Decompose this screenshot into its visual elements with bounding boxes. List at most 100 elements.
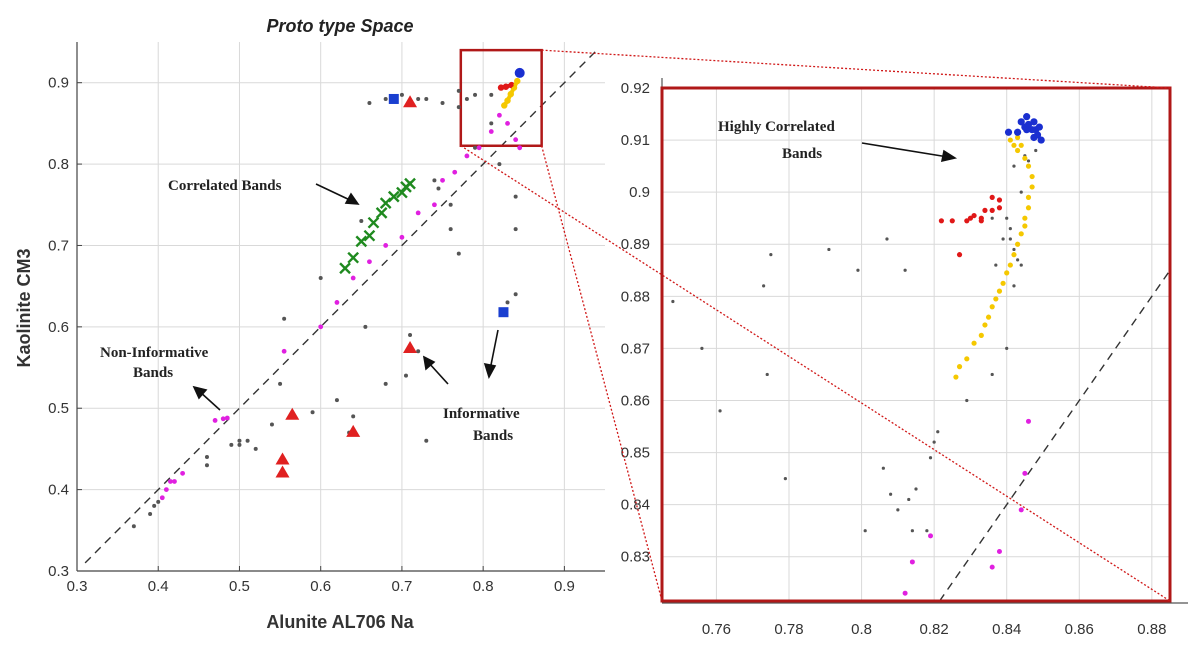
data-point	[827, 247, 831, 252]
data-point	[1022, 223, 1028, 229]
main-y-tick-label: 0.8	[48, 156, 69, 173]
main-x-tick-label: 0.5	[229, 578, 250, 595]
data-point	[440, 177, 445, 183]
main-y-tick-label: 0.7	[48, 237, 69, 254]
data-point	[1008, 237, 1012, 241]
data-point	[978, 332, 984, 338]
series-gray-bands	[131, 88, 518, 529]
data-point	[909, 559, 915, 565]
data-point	[765, 372, 769, 377]
zoom-y-tick-label: 0.88	[621, 288, 650, 305]
data-point	[1025, 205, 1032, 211]
data-point	[971, 340, 977, 346]
data-point-x	[339, 262, 351, 275]
zoom-y-tick-label: 0.85	[621, 445, 650, 462]
data-point	[1004, 270, 1010, 276]
data-point	[1016, 258, 1020, 262]
data-point	[910, 529, 914, 533]
data-point	[881, 466, 885, 470]
data-point	[224, 415, 230, 421]
data-point	[996, 205, 1003, 211]
arrow-highly-correlated	[861, 142, 949, 158]
arrow-informative-right	[489, 329, 499, 371]
yellow-cluster-streak	[502, 79, 520, 108]
data-point	[1007, 262, 1013, 268]
x-stroke	[339, 262, 351, 275]
data-point	[416, 349, 421, 354]
x-stroke	[404, 177, 416, 190]
annotation-highly-correlated-line1: Highly Correlated	[718, 119, 835, 135]
data-point	[159, 495, 165, 501]
data-point	[220, 416, 226, 422]
data-point	[1029, 184, 1035, 190]
data-point	[497, 162, 502, 167]
data-point	[436, 186, 441, 191]
annotation-highly-correlated-line2: Bands	[782, 146, 822, 162]
data-point-triangle	[403, 95, 418, 108]
data-point	[424, 96, 429, 101]
data-point	[452, 169, 458, 175]
data-point	[152, 503, 157, 508]
zoom-x-tick-label: 0.88	[1137, 621, 1166, 638]
data-point	[989, 564, 995, 570]
data-point	[476, 145, 482, 151]
zoom-x-tick-label: 0.86	[1065, 621, 1094, 638]
data-point	[902, 590, 908, 596]
connector-diagonal	[460, 145, 1171, 602]
data-point	[148, 512, 153, 517]
zoom-x-tick-label: 0.78	[774, 621, 803, 638]
main-x-tick-label: 0.9	[554, 578, 575, 595]
data-point	[1007, 137, 1013, 143]
data-point-square	[388, 93, 399, 104]
data-point	[671, 299, 675, 304]
data-point	[359, 219, 364, 224]
zoom-y-tick-label: 0.86	[621, 392, 650, 409]
data-point	[989, 194, 995, 200]
data-point	[783, 477, 787, 481]
data-point	[1022, 215, 1028, 221]
annotation-non-informative-line2: Bands	[133, 365, 173, 381]
data-point	[718, 409, 722, 413]
data-point	[1012, 284, 1016, 288]
data-point	[399, 92, 404, 97]
data-point	[928, 533, 934, 539]
zoom-y-tick-label: 0.84	[621, 497, 650, 514]
data-point	[1019, 263, 1023, 267]
data-point	[351, 414, 356, 419]
data-point-square	[498, 307, 509, 318]
data-point	[1011, 252, 1017, 258]
data-point	[432, 202, 437, 208]
data-point-x	[363, 229, 376, 242]
zoom-series-gray-bands	[671, 148, 1038, 533]
data-point	[367, 259, 372, 265]
data-point	[229, 442, 234, 447]
zoom-marks	[671, 113, 1045, 596]
data-point	[237, 438, 242, 443]
data-point	[513, 227, 518, 232]
data-point	[281, 348, 287, 354]
data-point	[383, 243, 389, 248]
arrow-informative-left-head	[422, 355, 436, 371]
arrow-highly-correlated-head	[940, 149, 958, 163]
data-point-x	[375, 207, 388, 219]
annotation-arrows	[192, 142, 958, 411]
main-x-tick-label: 0.3	[67, 578, 88, 595]
data-point	[318, 276, 323, 281]
data-point	[513, 292, 518, 297]
data-point	[1025, 194, 1032, 200]
data-point	[245, 438, 250, 443]
data-point-triangle	[275, 452, 290, 465]
data-point	[1014, 128, 1022, 136]
main-y-tick-label: 0.3	[48, 563, 69, 580]
data-point	[956, 252, 963, 258]
data-point	[408, 332, 413, 337]
data-point	[367, 101, 372, 106]
zoom-region-box	[459, 48, 543, 148]
data-point	[1008, 227, 1012, 231]
main-y-tick-label: 0.6	[48, 319, 69, 336]
data-point	[1012, 247, 1016, 252]
data-point-triangle	[346, 424, 361, 437]
data-point-triangle	[275, 465, 290, 478]
data-point	[990, 372, 994, 377]
series-informative-bands-squares-	[388, 93, 509, 318]
